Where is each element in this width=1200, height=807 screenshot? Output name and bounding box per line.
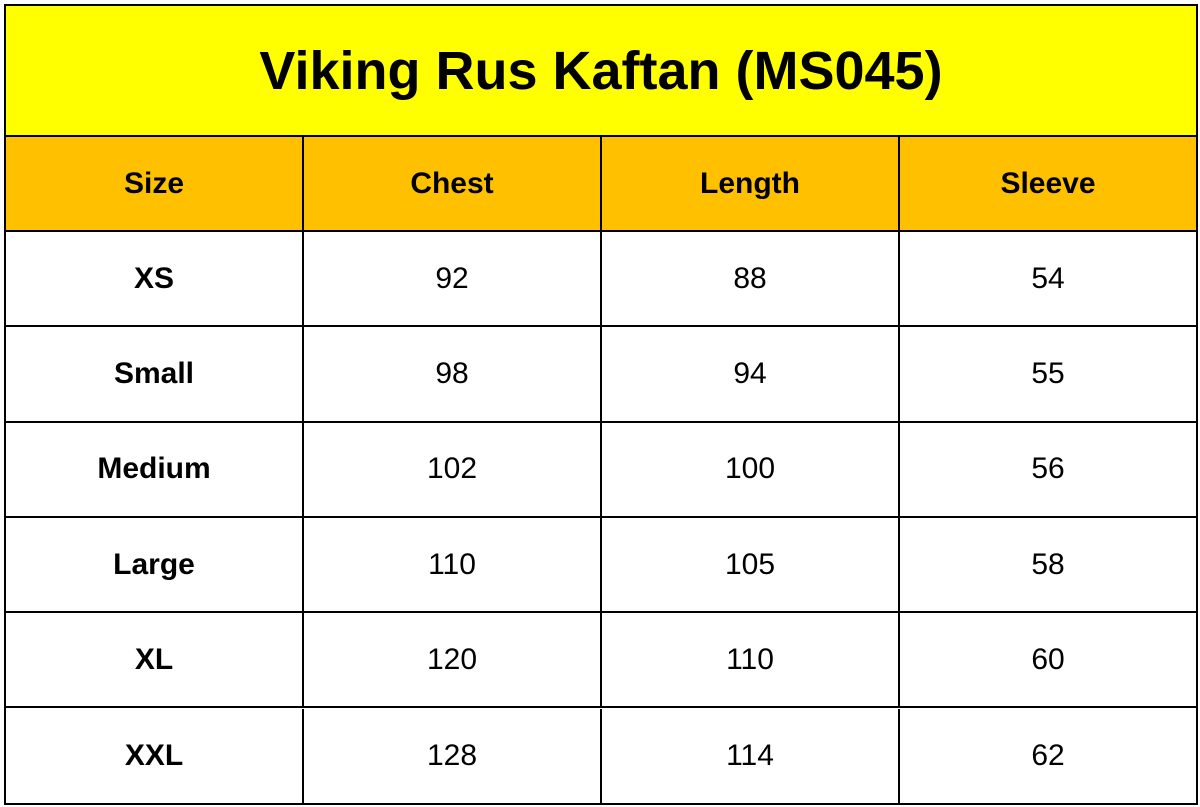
size-label: Small [6, 327, 304, 423]
table-title: Viking Rus Kaftan (MS045) [6, 6, 1196, 137]
measurement: 110 [602, 613, 900, 709]
size-label: XS [6, 232, 304, 328]
measurement: 102 [304, 422, 602, 518]
measurement: 94 [602, 327, 900, 423]
measurement: 54 [900, 232, 1196, 328]
measurement: 56 [900, 423, 1196, 518]
measurement: 88 [602, 232, 900, 328]
size-label: XXL [6, 708, 304, 804]
measurement: 92 [304, 232, 602, 328]
measurement: 58 [900, 518, 1196, 614]
measurement: 62 [1031, 739, 1065, 773]
size-label: Medium [6, 422, 304, 518]
measurement: 98 [304, 327, 602, 423]
measurement: 105 [602, 517, 900, 614]
size-label: XL [6, 613, 304, 709]
size-label: Large [6, 517, 304, 614]
column-header: Chest [304, 137, 602, 232]
size-table: Viking Rus Kaftan (MS045) Size Chest Lengt… [4, 4, 1198, 805]
column-header: Sleeve [900, 137, 1196, 232]
measurement: 55 [900, 327, 1196, 423]
column-header: Size [6, 137, 304, 232]
measurement: 120 [304, 613, 602, 709]
measurement: 100 [602, 422, 900, 518]
measurement: 114 [602, 708, 900, 804]
column-header: Length [602, 137, 900, 232]
measurement: 60 [900, 613, 1196, 709]
measurement: 110 [304, 517, 602, 614]
measurement: 128 [304, 708, 602, 804]
